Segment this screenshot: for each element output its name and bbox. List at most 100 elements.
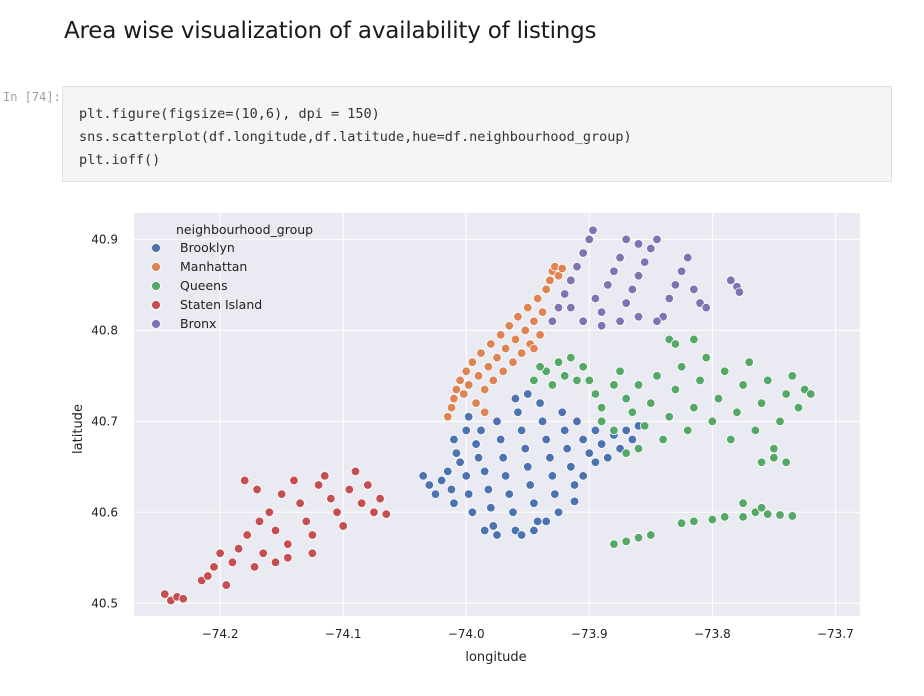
legend-label: Bronx [180,316,216,331]
point-manhattan [463,380,474,390]
code-line-1: plt.figure(figsize=(10,6), dpi = 150) [79,106,380,122]
point-queens [553,357,564,367]
point-manhattan [529,316,539,326]
point-staten-island [363,480,373,490]
point-queens [621,448,631,458]
point-queens [646,398,656,408]
point-brooklyn [471,439,481,449]
y-tick-label: 40.7 [91,414,118,428]
point-brooklyn [550,489,560,499]
point-bronx [584,234,594,245]
point-bronx [676,266,687,276]
point-brooklyn [424,480,435,490]
y-tick-label: 40.5 [91,596,118,610]
point-manhattan [504,321,515,331]
point-queens [750,425,761,436]
point-queens [646,530,656,540]
point-brooklyn [492,416,502,427]
point-staten-island [307,548,318,558]
point-manhattan [508,357,518,367]
point-queens [707,514,718,525]
point-queens [769,453,779,463]
point-bronx [633,239,644,249]
code-cell[interactable]: plt.figure(figsize=(10,6), dpi = 150) sns… [62,86,892,182]
point-bronx [588,225,598,235]
page-title: Area wise visualization of availability … [64,18,597,44]
point-bronx [603,280,613,290]
point-staten-island [289,475,299,486]
point-brooklyn [562,443,572,454]
point-brooklyn [463,489,474,499]
point-brooklyn [559,425,570,436]
point-staten-island [264,507,275,517]
point-brooklyn [529,525,539,536]
point-brooklyn [418,471,428,481]
point-manhattan [498,366,508,376]
point-manhattan [495,330,506,340]
point-queens [775,416,785,427]
legend-title: neighbourhood_group [176,222,313,237]
point-brooklyn [449,498,459,508]
point-manhattan [446,402,457,413]
point-manhattan [510,334,521,345]
code-editor[interactable]: plt.figure(figsize=(10,6), dpi = 150) sns… [79,103,632,172]
point-brooklyn [532,516,543,527]
point-brooklyn [520,443,531,454]
point-bronx [633,312,644,322]
point-bronx [566,302,576,313]
point-bronx [621,234,631,245]
point-manhattan [523,302,533,313]
point-manhattan [488,375,499,386]
point-queens [529,375,539,386]
point-staten-island [160,589,170,599]
point-manhattan [473,371,484,381]
y-tick-label: 40.6 [91,505,118,519]
point-queens [701,352,711,363]
point-bronx [627,284,638,295]
point-bronx [615,316,625,326]
data-points [160,225,816,606]
point-brooklyn [627,434,638,445]
point-brooklyn [603,453,613,463]
point-brooklyn [584,448,594,458]
point-brooklyn [430,489,441,499]
point-brooklyn [547,471,558,481]
point-queens [633,380,644,390]
point-brooklyn [545,453,555,463]
point-bronx [553,302,564,313]
point-brooklyn [498,453,508,463]
point-manhattan [520,325,531,336]
point-queens [793,402,804,413]
legend-marker [151,262,161,272]
point-queens [756,503,767,513]
point-queens [596,416,607,427]
point-bronx [646,243,656,254]
point-brooklyn [541,516,551,527]
point-bronx [559,289,570,299]
point-manhattan [532,293,543,304]
tick-labels: −74.2 −74.1 −74.0 −73.9 −73.8 −73.7 40.5 40.6 40… [91,232,853,641]
point-brooklyn [495,434,506,445]
point-manhattan [479,384,490,395]
legend-label: Staten Island [180,297,262,312]
point-queens [738,380,748,390]
code-line-3: plt.ioff() [79,152,161,168]
point-queens [609,380,619,390]
point-brooklyn [569,496,580,507]
x-tick-label: −74.2 [202,627,239,641]
point-brooklyn [473,453,484,463]
point-bronx [633,271,644,281]
point-staten-island [326,493,336,504]
point-bronx [596,321,607,331]
point-bronx [734,287,745,297]
point-queens [726,434,736,445]
point-brooklyn [537,416,548,427]
point-queens [609,425,619,436]
point-brooklyn [529,498,539,508]
point-manhattan [471,398,481,408]
point-manhattan [451,384,462,395]
point-staten-island [350,466,361,477]
point-brooklyn [541,434,551,445]
point-bronx [596,307,607,317]
point-queens [627,407,638,417]
